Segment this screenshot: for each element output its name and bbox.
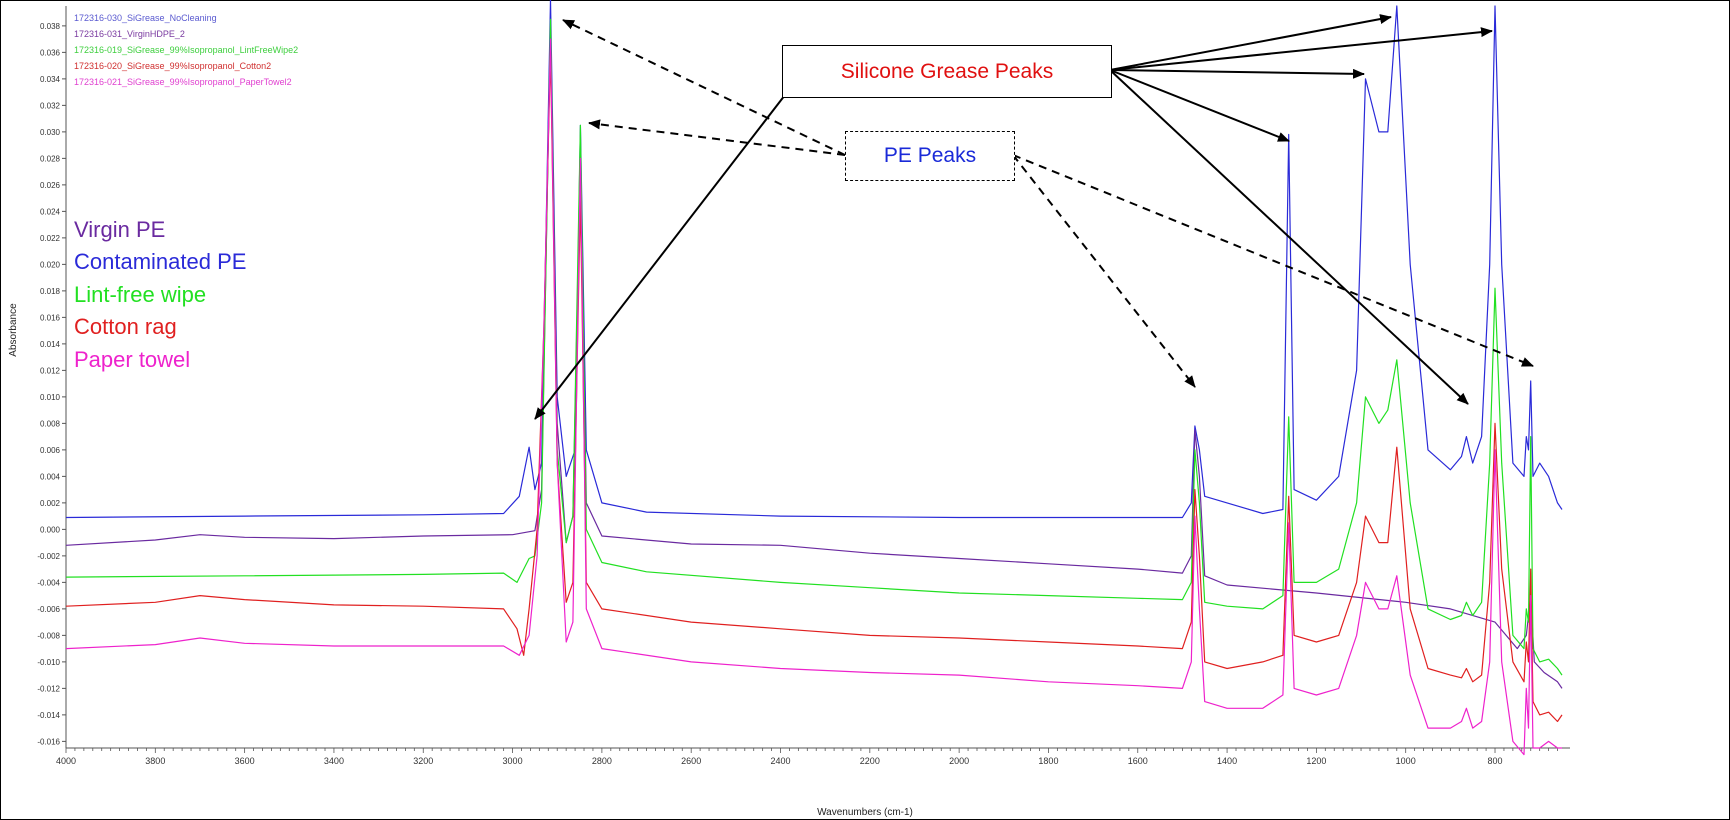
y-tick-label: -0.014 — [37, 711, 60, 720]
x-tick-label: 2200 — [860, 756, 880, 766]
x-tick-label: 2000 — [949, 756, 969, 766]
x-tick-label: 3400 — [324, 756, 344, 766]
y-tick-label: -0.008 — [37, 631, 60, 640]
y-tick-label: 0.010 — [40, 393, 61, 402]
x-tick-label: 3000 — [503, 756, 523, 766]
y-tick-label: 0.006 — [40, 446, 61, 455]
silicone-arrow — [1109, 27, 1493, 71]
series-line-lint — [65, 18, 1563, 676]
series-line-cotton — [65, 51, 1563, 723]
pe-peaks-annotation: PE Peaks — [845, 131, 1015, 181]
y-tick-label: 0.016 — [40, 313, 61, 322]
y-tick-label: -0.002 — [37, 552, 60, 561]
y-tick-label: 0.024 — [40, 207, 61, 216]
x-tick-label: 1000 — [1396, 756, 1416, 766]
y-tick-label: 0.012 — [40, 366, 61, 375]
silicone-arrow — [1109, 14, 1392, 71]
series-line-paper — [65, 38, 1562, 756]
silicone-arrow — [1109, 68, 1365, 79]
file-legend-entry-0: 172316-030_SiGrease_NoCleaning — [74, 13, 217, 23]
y-tick-label: 0.026 — [40, 181, 61, 190]
y-tick-label: -0.004 — [37, 578, 60, 587]
sample-legend-contaminated: Contaminated PE — [74, 249, 247, 274]
y-tick-label: -0.012 — [37, 684, 60, 693]
y-tick-label: 0.028 — [40, 154, 61, 163]
y-tick-label: 0.034 — [40, 75, 61, 84]
x-tick-label: 2400 — [770, 756, 790, 766]
x-tick-label: 1800 — [1038, 756, 1058, 766]
silicone-arrow — [534, 94, 786, 420]
file-legend-entry-2: 172316-019_SiGrease_99%Isopropanol_LintF… — [74, 45, 299, 55]
series-line-contaminated — [65, 0, 1563, 519]
y-tick-label: 0.002 — [40, 499, 61, 508]
pe-arrow — [562, 19, 846, 156]
series-group — [65, 0, 1563, 756]
y-tick-label: -0.006 — [37, 605, 60, 614]
silicone-grease-annotation: Silicone Grease Peaks — [782, 45, 1112, 98]
x-tick-label: 3200 — [413, 756, 433, 766]
y-tick-label: 0.032 — [40, 101, 61, 110]
file-legend-entry-3: 172316-020_SiGrease_99%Isopropanol_Cotto… — [74, 61, 272, 71]
y-tick-label: 0.000 — [40, 525, 61, 534]
x-tick-label: 2600 — [681, 756, 701, 766]
series-line-virgin — [65, 25, 1563, 689]
file-legend-entry-1: 172316-031_VirginHDPE_2 — [74, 29, 185, 39]
x-tick-label: 2800 — [592, 756, 612, 766]
silicone-arrow — [1109, 69, 1290, 142]
y-tick-label: 0.014 — [40, 340, 61, 349]
pe-arrow — [1012, 154, 1196, 388]
sample-legend-lint-free: Lint-free wipe — [74, 282, 207, 307]
x-tick-label: 3600 — [235, 756, 255, 766]
x-tick-label: 4000 — [56, 756, 76, 766]
y-tick-label: 0.036 — [40, 48, 61, 57]
y-tick-label: 0.038 — [40, 22, 61, 31]
y-tick-label: 0.018 — [40, 287, 61, 296]
sample-legend-virgin: Virgin PE — [74, 217, 166, 242]
y-tick-label: -0.016 — [37, 737, 60, 746]
pe-arrow — [588, 119, 846, 156]
pe-arrow — [1012, 154, 1534, 367]
x-tick-label: 3800 — [145, 756, 165, 766]
y-tick-label: 0.004 — [40, 472, 61, 481]
x-axis-label: Wavenumbers (cm-1) — [817, 807, 913, 818]
y-axis-label: Absorbance — [8, 303, 19, 357]
x-tick-label: 1600 — [1128, 756, 1148, 766]
annotation-arrows — [534, 14, 1534, 420]
y-tick-label: 0.008 — [40, 419, 61, 428]
x-tick-label: 1200 — [1306, 756, 1326, 766]
x-tick-label: 1400 — [1217, 756, 1237, 766]
y-tick-label: 0.020 — [40, 260, 61, 269]
silicone-arrow — [1109, 69, 1469, 405]
sample-legend-paper: Paper towel — [74, 347, 191, 372]
x-tick-label: 800 — [1487, 756, 1502, 766]
y-tick-label: 0.030 — [40, 128, 61, 137]
sample-legend-cotton: Cotton rag — [74, 314, 177, 339]
y-tick-label: 0.022 — [40, 234, 61, 243]
y-tick-label: -0.010 — [37, 658, 60, 667]
axes: -0.016 -0.014 -0.012 -0.010 -0.008 -0.006 -0.0… — [37, 6, 1570, 766]
file-legend-entry-4: 172316-021_SiGrease_99%Isopropanol_Paper… — [74, 77, 292, 87]
